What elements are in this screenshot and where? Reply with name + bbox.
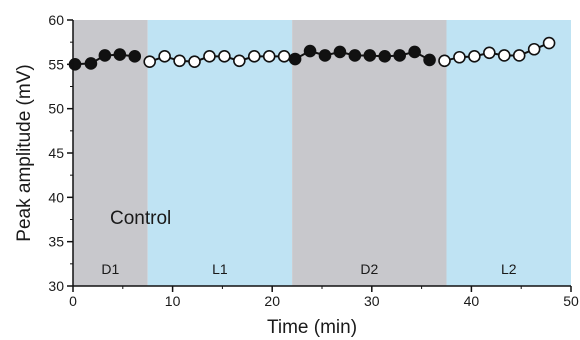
data-point-open-2-6 bbox=[514, 50, 525, 61]
x-tick-label-30: 30 bbox=[364, 293, 380, 309]
data-point-filled-1-3 bbox=[99, 50, 110, 61]
data-point-filled-2-3 bbox=[319, 50, 330, 61]
data-point-filled-2-7 bbox=[379, 51, 390, 62]
data-point-open-2-3 bbox=[469, 51, 480, 62]
data-point-open-2-4 bbox=[484, 47, 495, 58]
y-tick-label-55: 55 bbox=[48, 56, 64, 72]
region-l2 bbox=[447, 20, 572, 286]
data-point-filled-1-5 bbox=[129, 51, 140, 62]
y-tick-label-30: 30 bbox=[48, 278, 64, 294]
x-tick-label-0: 0 bbox=[69, 293, 77, 309]
data-point-open-1-5 bbox=[204, 51, 215, 62]
data-point-open-1-3 bbox=[174, 55, 185, 66]
data-point-open-1-8 bbox=[249, 51, 260, 62]
data-point-open-1-2 bbox=[159, 51, 170, 62]
data-point-filled-2-4 bbox=[334, 46, 345, 57]
data-point-filled-1-2 bbox=[85, 58, 96, 69]
region-label-d1: D1 bbox=[101, 261, 119, 277]
data-point-open-1-10 bbox=[279, 51, 290, 62]
region-label-l2: L2 bbox=[501, 261, 517, 277]
data-point-open-1-4 bbox=[189, 56, 200, 67]
x-tick-label-10: 10 bbox=[165, 293, 181, 309]
data-point-open-2-1 bbox=[439, 55, 450, 66]
y-tick-label-45: 45 bbox=[48, 145, 64, 161]
data-point-open-2-8 bbox=[544, 38, 555, 49]
region-label-l1: L1 bbox=[212, 261, 228, 277]
data-point-open-2-7 bbox=[529, 44, 540, 55]
x-axis-title: Time (min) bbox=[267, 317, 357, 338]
data-point-open-1-9 bbox=[264, 51, 275, 62]
data-point-filled-2-6 bbox=[364, 50, 375, 61]
y-tick-label-50: 50 bbox=[48, 101, 64, 117]
y-tick-label-60: 60 bbox=[48, 12, 64, 28]
data-point-filled-2-5 bbox=[349, 50, 360, 61]
y-tick-label-35: 35 bbox=[48, 234, 64, 250]
data-point-open-2-5 bbox=[499, 50, 510, 61]
data-point-open-1-7 bbox=[234, 55, 245, 66]
x-tick-label-40: 40 bbox=[464, 293, 480, 309]
y-axis-title: Peak amplitude (mV) bbox=[14, 64, 35, 241]
x-tick-label-50: 50 bbox=[563, 293, 579, 309]
data-point-filled-2-1 bbox=[290, 54, 301, 65]
data-point-open-1-1 bbox=[144, 56, 155, 67]
data-point-filled-1-4 bbox=[114, 49, 125, 60]
y-tick-label-40: 40 bbox=[48, 189, 64, 205]
data-point-open-1-6 bbox=[219, 51, 230, 62]
data-point-filled-2-9 bbox=[409, 46, 420, 57]
data-point-filled-2-8 bbox=[394, 50, 405, 61]
data-point-filled-2-10 bbox=[424, 54, 435, 65]
data-point-open-2-2 bbox=[454, 52, 465, 63]
annotation-control: Control bbox=[110, 208, 171, 229]
data-point-filled-2-2 bbox=[305, 46, 316, 57]
region-label-d2: D2 bbox=[360, 261, 378, 277]
x-tick-label-20: 20 bbox=[264, 293, 280, 309]
